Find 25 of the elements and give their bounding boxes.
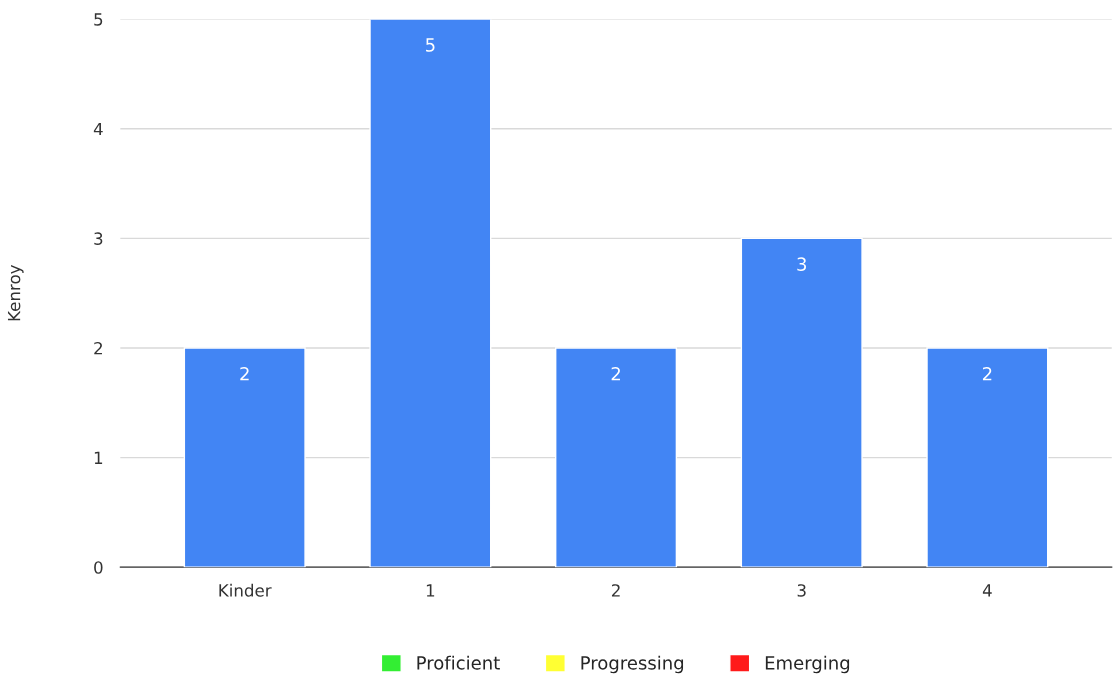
x-tick-label: 3 (797, 584, 806, 597)
data-label: 2 (611, 366, 620, 381)
bar (369, 19, 492, 568)
y-tick-label: 4 (93, 122, 103, 136)
bar (740, 237, 863, 568)
x-tick-label: 4 (982, 584, 992, 597)
y-tick-label: 0 (94, 561, 103, 574)
bar (555, 347, 678, 568)
bar (926, 347, 1049, 568)
data-label: 3 (797, 257, 807, 271)
y-tick-label: 2 (94, 341, 102, 355)
y-tick-label: 3 (94, 232, 103, 245)
y-axis-title: Kenroy (7, 264, 24, 321)
data-label: 2 (240, 366, 249, 381)
x-tick-label: Kinder (219, 583, 272, 597)
data-label: 5 (426, 38, 435, 52)
y-tick-label: 1 (94, 451, 103, 464)
legend-label: Emerging (765, 655, 850, 674)
legend-label: Proficient (417, 655, 500, 670)
legend-label: Progressing (581, 655, 684, 674)
x-tick-label: 2 (611, 584, 620, 597)
bar (183, 347, 306, 568)
y-tick-label: 5 (94, 13, 103, 26)
x-tick-label: 1 (426, 584, 435, 597)
data-label: 2 (982, 366, 992, 381)
